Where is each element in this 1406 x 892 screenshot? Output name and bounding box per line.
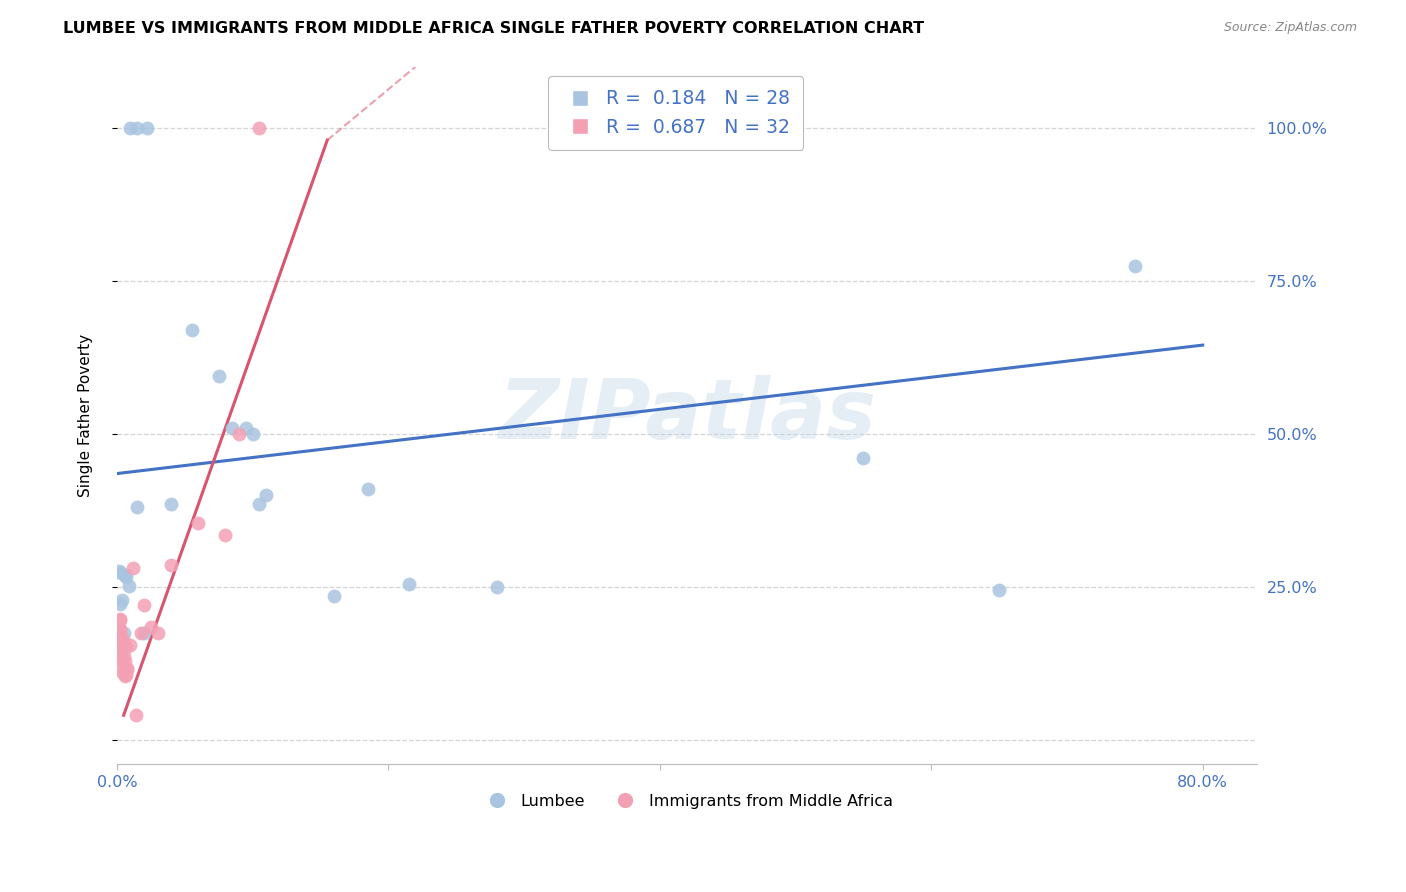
Point bbox=[221, 420, 243, 434]
Point bbox=[988, 582, 1011, 597]
Point bbox=[111, 593, 134, 607]
Point bbox=[180, 323, 202, 337]
Point bbox=[108, 598, 131, 612]
Point bbox=[107, 634, 129, 648]
Point bbox=[111, 634, 134, 648]
Text: Source: ZipAtlas.com: Source: ZipAtlas.com bbox=[1223, 21, 1357, 35]
Point bbox=[115, 570, 138, 584]
Point bbox=[852, 451, 875, 466]
Point bbox=[357, 482, 380, 496]
Point bbox=[114, 567, 136, 582]
Point bbox=[228, 426, 250, 441]
Point bbox=[108, 643, 131, 657]
Point bbox=[117, 663, 139, 677]
Point bbox=[1123, 259, 1146, 273]
Point bbox=[214, 527, 236, 541]
Point bbox=[139, 619, 162, 633]
Text: ZIPatlas: ZIPatlas bbox=[498, 375, 876, 456]
Point bbox=[110, 614, 132, 628]
Text: LUMBEE VS IMMIGRANTS FROM MIDDLE AFRICA SINGLE FATHER POVERTY CORRELATION CHART: LUMBEE VS IMMIGRANTS FROM MIDDLE AFRICA … bbox=[63, 21, 924, 37]
Point bbox=[118, 579, 141, 593]
Point bbox=[235, 420, 257, 434]
Point bbox=[110, 644, 132, 658]
Point bbox=[127, 120, 149, 135]
Point bbox=[114, 654, 136, 668]
Point bbox=[122, 561, 145, 575]
Point bbox=[485, 580, 508, 594]
Point bbox=[112, 626, 135, 640]
Point bbox=[108, 612, 131, 626]
Point bbox=[135, 120, 157, 135]
Point bbox=[112, 635, 135, 649]
Point bbox=[125, 708, 148, 723]
Point bbox=[108, 622, 131, 636]
Point bbox=[111, 630, 134, 644]
Point bbox=[160, 558, 183, 573]
Point bbox=[107, 659, 129, 673]
Point bbox=[110, 566, 132, 581]
Point bbox=[146, 625, 169, 640]
Point bbox=[132, 598, 155, 612]
Point bbox=[242, 426, 264, 441]
Point bbox=[120, 120, 142, 135]
Point bbox=[127, 500, 149, 515]
Point bbox=[115, 640, 138, 654]
Point bbox=[398, 576, 420, 591]
Point bbox=[117, 661, 139, 675]
Point bbox=[110, 653, 132, 667]
Point bbox=[247, 120, 270, 135]
Point bbox=[115, 667, 138, 681]
Point bbox=[208, 368, 231, 383]
Legend: Lumbee, Immigrants from Middle Africa: Lumbee, Immigrants from Middle Africa bbox=[474, 788, 900, 815]
Point bbox=[247, 497, 270, 511]
Point bbox=[112, 649, 135, 664]
Point bbox=[108, 624, 131, 638]
Point bbox=[132, 625, 155, 640]
Point bbox=[112, 665, 135, 680]
Point bbox=[323, 589, 346, 603]
Point bbox=[187, 516, 209, 530]
Point bbox=[114, 668, 136, 682]
Point bbox=[120, 638, 142, 652]
Point bbox=[254, 488, 277, 502]
Point bbox=[131, 625, 153, 640]
Y-axis label: Single Father Poverty: Single Father Poverty bbox=[79, 334, 93, 497]
Point bbox=[107, 564, 129, 578]
Point bbox=[160, 497, 183, 511]
